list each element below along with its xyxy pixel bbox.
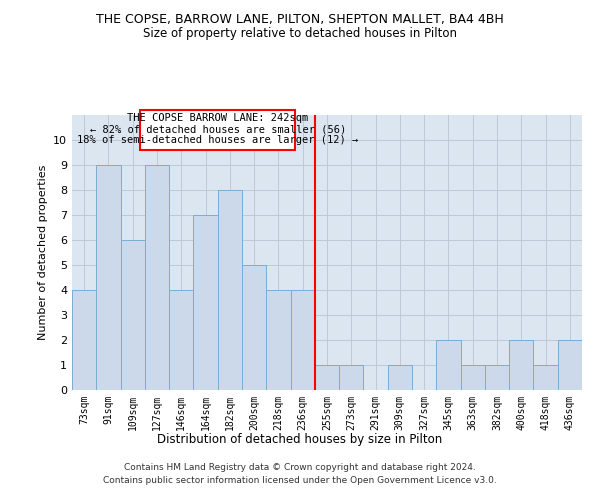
Text: THE COPSE, BARROW LANE, PILTON, SHEPTON MALLET, BA4 4BH: THE COPSE, BARROW LANE, PILTON, SHEPTON …	[96, 12, 504, 26]
Text: ← 82% of detached houses are smaller (56): ← 82% of detached houses are smaller (56…	[89, 124, 346, 134]
Bar	[290, 290, 315, 390]
Bar	[339, 365, 364, 390]
Text: Size of property relative to detached houses in Pilton: Size of property relative to detached ho…	[143, 28, 457, 40]
Text: Contains public sector information licensed under the Open Government Licence v3: Contains public sector information licen…	[103, 476, 497, 485]
Bar	[266, 290, 290, 390]
Bar	[72, 290, 96, 390]
Bar	[461, 365, 485, 390]
Text: THE COPSE BARROW LANE: 242sqm: THE COPSE BARROW LANE: 242sqm	[127, 113, 308, 123]
Bar	[533, 365, 558, 390]
Text: Contains HM Land Registry data © Crown copyright and database right 2024.: Contains HM Land Registry data © Crown c…	[124, 462, 476, 471]
Bar	[218, 190, 242, 390]
Bar	[96, 165, 121, 390]
Bar	[169, 290, 193, 390]
Bar	[315, 365, 339, 390]
Bar	[242, 265, 266, 390]
Bar	[145, 165, 169, 390]
Text: 18% of semi-detached houses are larger (12) →: 18% of semi-detached houses are larger (…	[77, 135, 358, 145]
Text: Distribution of detached houses by size in Pilton: Distribution of detached houses by size …	[157, 432, 443, 446]
Bar	[436, 340, 461, 390]
Bar	[121, 240, 145, 390]
Bar	[388, 365, 412, 390]
Y-axis label: Number of detached properties: Number of detached properties	[38, 165, 47, 340]
Bar	[509, 340, 533, 390]
Bar	[485, 365, 509, 390]
Bar	[193, 215, 218, 390]
Bar	[558, 340, 582, 390]
